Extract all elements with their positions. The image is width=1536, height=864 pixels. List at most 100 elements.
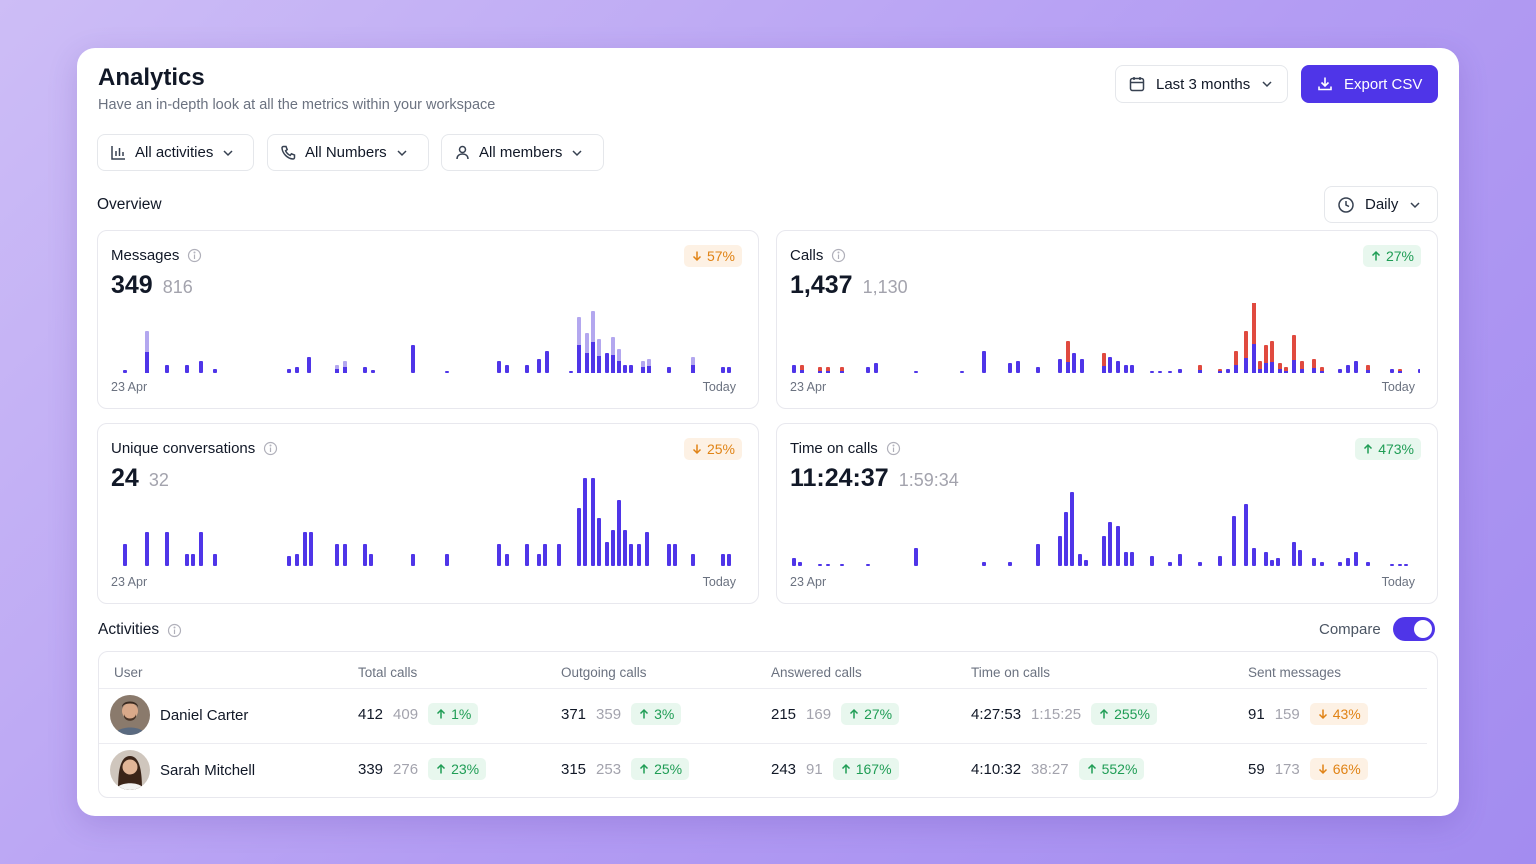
clock-icon — [1337, 196, 1355, 214]
bar — [287, 556, 291, 566]
time-on-calls-title: Time on calls — [790, 440, 878, 457]
change-badge: 27% — [841, 703, 900, 725]
bar — [543, 544, 547, 566]
messages-panel: Messages 349 816 57% 23 Apr Today — [97, 230, 759, 409]
filter-activities[interactable]: All activities — [97, 134, 254, 171]
cell-value: 371 — [561, 705, 587, 723]
cell-value: 215 — [771, 705, 797, 723]
bar — [145, 532, 149, 566]
bar — [591, 478, 595, 566]
bar — [1346, 365, 1350, 373]
arrow-up-icon — [1362, 443, 1374, 455]
bar — [1346, 558, 1350, 566]
table-cell-outgoing-calls: 371 359 3% — [561, 703, 682, 725]
column-header-outgoing-calls: Outgoing calls — [561, 665, 647, 680]
bar — [411, 345, 415, 373]
bar — [1178, 554, 1182, 566]
chevron-down-icon — [570, 146, 584, 160]
conversations-panel: Unique conversations 24 32 25% 23 Apr To… — [97, 423, 759, 604]
table-row-user[interactable]: Daniel Carter — [110, 695, 248, 735]
bar — [1008, 562, 1012, 566]
cell-previous: 253 — [596, 760, 622, 778]
chevron-down-icon — [1408, 198, 1422, 212]
calendar-icon — [1128, 75, 1146, 93]
change-badge: 1% — [428, 703, 479, 725]
bar — [982, 351, 986, 373]
bar — [1116, 361, 1120, 373]
bar — [727, 367, 731, 373]
bar — [1198, 562, 1202, 566]
bar — [637, 544, 641, 566]
info-icon[interactable] — [187, 248, 202, 263]
filter-members-label: All members — [479, 144, 563, 161]
bar — [309, 532, 313, 566]
calls-chart — [792, 303, 1420, 373]
bar — [727, 554, 731, 566]
granularity-label: Daily — [1365, 196, 1399, 213]
change-badge: 3% — [631, 703, 682, 725]
messages-value: 349 — [111, 271, 153, 299]
bar — [1226, 369, 1230, 373]
table-row-user[interactable]: Sarah Mitchell — [110, 750, 255, 790]
cell-previous: 359 — [596, 705, 622, 723]
bar — [1366, 370, 1370, 373]
calls-change: 27% — [1385, 248, 1414, 264]
bar — [617, 361, 621, 373]
info-icon[interactable] — [167, 623, 182, 638]
granularity-select[interactable]: Daily — [1324, 186, 1438, 223]
bar — [1130, 552, 1134, 566]
bar — [798, 562, 802, 566]
date-range-select[interactable]: Last 3 months — [1115, 65, 1288, 103]
filter-members[interactable]: All members — [441, 134, 604, 171]
bar — [673, 544, 677, 566]
bar — [1244, 358, 1248, 373]
bar — [960, 371, 964, 373]
table-cell-outgoing-calls: 315 253 25% — [561, 758, 690, 780]
export-csv-button[interactable]: Export CSV — [1301, 65, 1438, 103]
bar — [1320, 562, 1324, 566]
messages-change-badge: 57% — [683, 245, 742, 267]
bar — [1366, 562, 1370, 566]
bar — [623, 530, 627, 566]
bar — [1264, 552, 1268, 566]
bar — [721, 367, 725, 373]
bar — [1036, 367, 1040, 373]
bar — [645, 532, 649, 566]
table-cell-total-calls: 339 276 23% — [358, 758, 487, 780]
bar — [1008, 363, 1012, 373]
bar — [525, 544, 529, 566]
time-on-calls-change: 473% — [1378, 441, 1414, 457]
conversations-value: 24 — [111, 464, 139, 492]
bar — [363, 367, 367, 373]
bar — [1264, 363, 1268, 373]
change-value: 66% — [1332, 761, 1361, 777]
bar — [1320, 371, 1324, 373]
compare-toggle[interactable] — [1393, 617, 1435, 641]
bar — [1338, 369, 1342, 373]
cell-value: 59 — [1248, 760, 1265, 778]
info-icon[interactable] — [886, 441, 901, 456]
bar — [818, 371, 822, 373]
bar — [1158, 371, 1162, 373]
bar — [721, 554, 725, 566]
filter-numbers[interactable]: All Numbers — [267, 134, 429, 171]
chevron-down-icon — [395, 146, 409, 160]
time-on-calls-panel: Time on calls 11:24:37 1:59:34 473% 23 A… — [776, 423, 1438, 604]
table-cell-time-on-calls: 4:10:32 38:27 552% — [971, 758, 1145, 780]
info-icon[interactable] — [831, 248, 846, 263]
cell-previous: 276 — [393, 760, 419, 778]
calls-x-start: 23 Apr — [790, 380, 827, 394]
bar — [866, 367, 870, 373]
bar — [1108, 357, 1112, 373]
bar — [1124, 552, 1128, 566]
bar — [691, 365, 695, 373]
cell-previous: 159 — [1274, 705, 1300, 723]
chevron-down-icon — [1260, 77, 1274, 91]
cell-value: 91 — [1248, 705, 1265, 723]
cell-previous: 169 — [806, 705, 832, 723]
calls-value: 1,437 — [790, 271, 853, 299]
bar — [1278, 369, 1282, 373]
change-value: 167% — [855, 761, 892, 777]
bar — [307, 357, 311, 373]
info-icon[interactable] — [263, 441, 278, 456]
